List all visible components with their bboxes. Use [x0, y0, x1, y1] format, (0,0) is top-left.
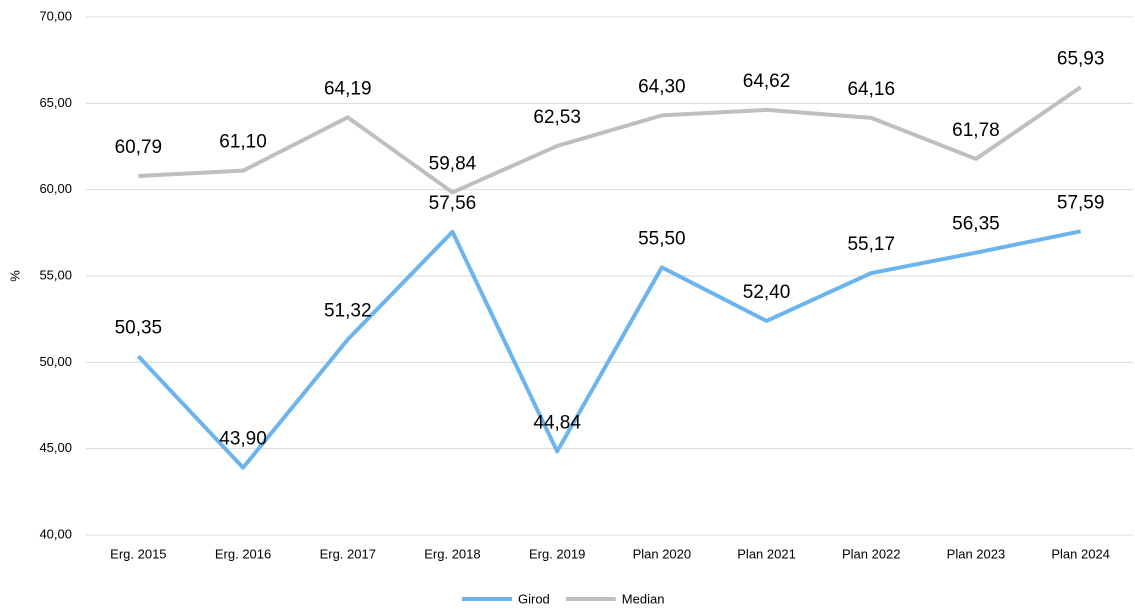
- data-label: 51,32: [324, 301, 372, 322]
- series-line: [138, 85, 1082, 195]
- y-tick-label: 55,00: [39, 267, 72, 282]
- x-tick-label: Erg. 2019: [529, 546, 585, 561]
- x-tick-label: Plan 2024: [1051, 546, 1110, 561]
- y-tick-label: 45,00: [39, 440, 72, 455]
- data-label: 50,35: [115, 317, 163, 338]
- y-axis-label: %: [7, 270, 22, 282]
- data-label: 64,30: [638, 76, 686, 97]
- x-tick-label: Erg. 2016: [215, 546, 271, 561]
- data-label: 61,78: [952, 120, 1000, 141]
- series-line: [136, 229, 1082, 470]
- data-label: 64,62: [743, 71, 791, 92]
- data-label: 64,19: [324, 78, 372, 99]
- legend-label: Median: [622, 591, 665, 606]
- data-label: 61,10: [219, 132, 267, 153]
- data-label: 55,17: [847, 234, 895, 255]
- data-label: 52,40: [743, 282, 791, 303]
- data-label: 44,84: [533, 412, 581, 433]
- y-tick-label: 40,00: [39, 526, 72, 541]
- x-tick-label: Plan 2020: [633, 546, 692, 561]
- x-tick-label: Erg. 2018: [424, 546, 480, 561]
- y-tick-label: 50,00: [39, 354, 72, 369]
- data-label: 65,93: [1057, 48, 1105, 69]
- data-label: 62,53: [533, 107, 581, 128]
- data-label: 64,16: [847, 79, 895, 100]
- data-label: 55,50: [638, 228, 686, 249]
- y-tick-label: 60,00: [39, 181, 72, 196]
- x-tick-label: Erg. 2017: [320, 546, 376, 561]
- data-label: 60,79: [115, 137, 163, 158]
- x-tick-label: Plan 2021: [737, 546, 796, 561]
- data-label: 43,90: [219, 429, 267, 450]
- x-tick-label: Plan 2022: [842, 546, 901, 561]
- data-label: 56,35: [952, 214, 1000, 235]
- data-label: 57,59: [1057, 192, 1105, 213]
- y-tick-label: 70,00: [39, 8, 72, 23]
- data-label: 57,56: [429, 193, 477, 214]
- y-tick-label: 65,00: [39, 95, 72, 110]
- legend-label: Girod: [518, 591, 550, 606]
- data-label: 59,84: [429, 153, 477, 174]
- x-tick-label: Erg. 2015: [110, 546, 166, 561]
- x-tick-label: Plan 2023: [947, 546, 1006, 561]
